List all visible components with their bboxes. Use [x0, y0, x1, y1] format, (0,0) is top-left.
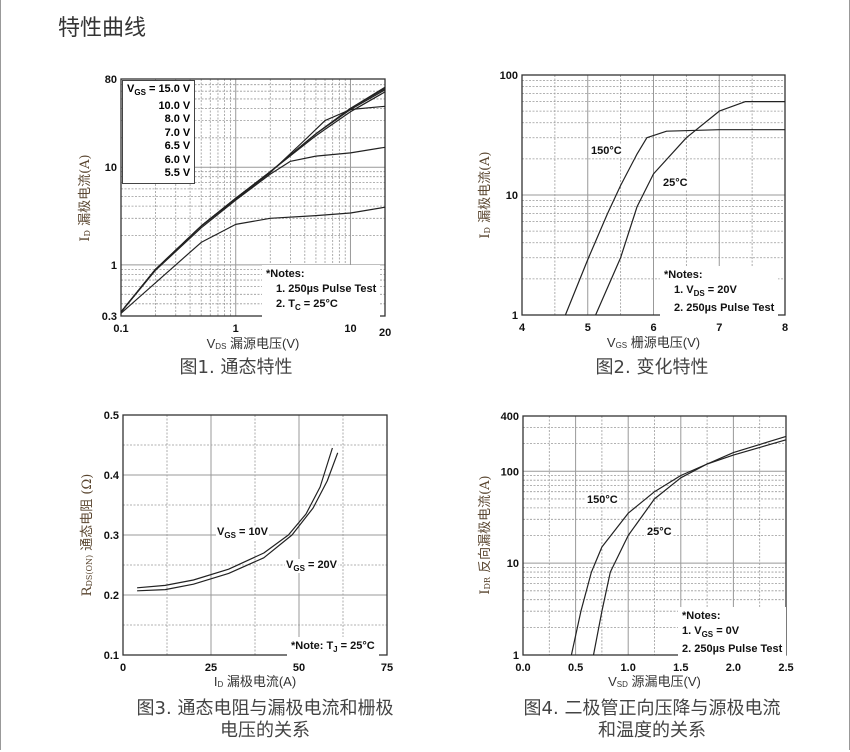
notes-box: *Notes: 1. VDS = 20V 2. 250µs Pulse Test — [660, 266, 779, 319]
chart-caption: 图3. 通态电阻与漏极电流和栅极 电压的关系 — [137, 698, 394, 742]
legend-entry: 7.0 V — [164, 126, 191, 139]
x-tick-label: 25 — [205, 662, 217, 674]
legend-entry: 5.5 V — [164, 167, 191, 180]
note-line: 2. 250µs Pulse Test — [674, 302, 775, 315]
x-tick-label: 1.5 — [673, 662, 688, 674]
x-tick-label: 6 — [650, 322, 656, 334]
y-tick-label: 1 — [111, 260, 117, 272]
x-tick-label: 7 — [716, 322, 722, 334]
caption-line: 图2. 变化特性 — [595, 357, 709, 378]
curve-label: 25°C — [662, 177, 689, 189]
caption-line: 电压的关系 — [220, 720, 310, 741]
x-tick-label: 0 — [120, 662, 126, 674]
y-tick-label: 0.2 — [104, 590, 119, 602]
y-tick-label: 0.4 — [104, 470, 120, 482]
curve-label: 150°C — [590, 145, 623, 157]
y-tick-label: 400 — [501, 411, 519, 423]
legend-entry: 8.0 V — [164, 113, 191, 126]
y-axis-label: RDS(ON) 通态电阻 (Ω) — [80, 473, 95, 597]
note-line: 1. VGS = 0V — [682, 625, 740, 640]
y-tick-label: 1 — [512, 310, 518, 322]
note-line: 1. 250µs Pulse Test — [276, 283, 377, 295]
plot-frame — [120, 78, 386, 317]
series-line-1 — [570, 435, 787, 656]
chart-caption: 图2. 变化特性 — [596, 357, 709, 379]
note-line: *Notes: — [664, 269, 703, 281]
legend-entry: 6.5 V — [164, 140, 191, 153]
x-tick-label: 0.0 — [515, 662, 530, 674]
notes-box: *Note: TJ = 25°C — [287, 637, 379, 660]
chart-4: 0.0 0.5 1.0 1.5 2.0 2.5 400 100 10 1 — [501, 411, 794, 674]
x-axis-label: VGS 栅源电压(V) — [606, 335, 701, 350]
x-tick-label: 50 — [293, 662, 305, 674]
x-tick-label: 20 — [379, 327, 391, 339]
caption-line: 图3. 通态电阻与漏极电流和栅极 — [136, 698, 394, 719]
curve-label: 150°C — [586, 494, 619, 506]
y-tick-label: 80 — [105, 74, 117, 86]
x-tick-label: 2.0 — [726, 662, 741, 674]
y-tick-label: 1 — [513, 650, 519, 662]
x-tick-label: 10 — [344, 323, 356, 335]
notes-box: *Notes: 1. 250µs Pulse Test 2. TC = 25°C — [262, 265, 381, 318]
series-line-6 — [120, 146, 386, 313]
legend-box: VGS = 15.0 V 10.0 V 8.0 V 7.0 V 6.5 V 6.0 V 5.… — [122, 80, 196, 184]
legend-entry: 6.0 V — [164, 153, 191, 166]
series-line-1 — [137, 447, 333, 589]
y-axis-label: ID 漏极电流(A) — [78, 154, 93, 242]
plot-frame — [522, 415, 787, 656]
plot-frame — [122, 414, 388, 656]
curve-label: VGS = 20V — [285, 559, 339, 574]
legend-entry: VGS = 15.0 V — [127, 83, 191, 98]
note-line: *Note: TJ = 25°C — [291, 640, 375, 655]
y-tick-label: 0.1 — [104, 650, 119, 662]
series-line-5 — [120, 105, 386, 313]
x-tick-label: 5 — [585, 322, 591, 334]
curve-label: VGS = 10V — [216, 526, 270, 541]
chart-caption: 图4. 二极管正向压降与源极电流 和温度的关系 — [524, 698, 781, 742]
x-tick-label: 1 — [233, 323, 239, 335]
x-tick-label: 0.5 — [568, 662, 583, 674]
x-tick-label: 1.0 — [621, 662, 636, 674]
y-tick-label: 100 — [501, 466, 519, 478]
x-tick-label: 8 — [782, 322, 788, 334]
y-tick-label: 10 — [105, 162, 117, 174]
caption-line: 图1. 通态特性 — [179, 357, 293, 378]
y-tick-label: 100 — [500, 70, 518, 82]
note-line: 2. TC = 25°C — [276, 298, 338, 313]
note-line: 2. 250µs Pulse Test — [682, 643, 783, 656]
note-line: *Notes: — [266, 268, 305, 280]
series-line-1 — [564, 129, 785, 316]
y-tick-label: 10 — [506, 190, 518, 202]
chart-3: 0 25 50 75 0.5 0.4 0.3 0.2 0.1 — [104, 410, 393, 674]
curve-label: 25°C — [646, 526, 673, 538]
y-tick-label: 0.3 — [104, 530, 119, 542]
x-tick-label: 75 — [381, 662, 393, 674]
note-line: *Notes: — [682, 610, 721, 622]
notes-box: *Notes: 1. VGS = 0V 2. 250µs Pulse Test — [678, 607, 787, 660]
x-tick-label: 0.1 — [113, 323, 128, 335]
caption-line: 和温度的关系 — [598, 720, 706, 741]
x-axis-label: VDS 漏源电压(V) — [206, 336, 300, 351]
y-axis-label: IDR 反向漏极电流(A) — [478, 475, 493, 595]
chart-caption: 图1. 通态特性 — [180, 357, 293, 379]
y-tick-label: 10 — [507, 558, 519, 570]
x-tick-label: 2.5 — [778, 662, 793, 674]
y-tick-label: 0.5 — [104, 410, 119, 422]
x-tick-label: 4 — [519, 322, 526, 334]
legend-entry: 10.0 V — [158, 99, 191, 112]
note-line: 1. VDS = 20V — [674, 284, 737, 299]
caption-line: 图4. 二极管正向压降与源极电流 — [523, 698, 781, 719]
y-tick-label: 0.3 — [102, 311, 117, 323]
series-line-2 — [592, 439, 787, 656]
page-title: 特性曲线 — [58, 16, 147, 41]
series-line-7 — [120, 206, 386, 314]
plot-frame — [521, 74, 786, 316]
y-axis-label: ID 漏极电流(A) — [478, 151, 493, 239]
series-line-2 — [137, 452, 339, 592]
x-axis-label: ID 漏极电流(A) — [213, 674, 297, 689]
series-line-2 — [595, 101, 785, 316]
chart-2: 4 5 6 7 8 100 10 1 — [500, 70, 788, 334]
x-axis-label: VSD 源漏电压(V) — [608, 674, 701, 689]
